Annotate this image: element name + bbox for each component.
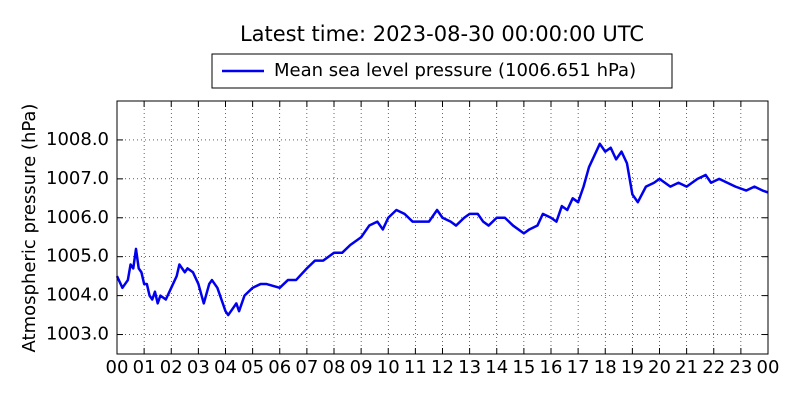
- x-tick-label: 11: [404, 357, 427, 378]
- y-axis-label: Atmospheric pressure (hPa): [19, 104, 40, 353]
- x-tick-label: 19: [621, 357, 644, 378]
- x-tick-label: 07: [295, 357, 318, 378]
- y-tick-label: 1004.0: [46, 285, 109, 306]
- x-tick-label: 04: [214, 357, 237, 378]
- x-tick-label: 20: [648, 357, 671, 378]
- x-tick-label: 09: [350, 357, 373, 378]
- legend-box: [211, 53, 673, 89]
- chart-title: Latest time: 2023-08-30 00:00:00 UTC: [240, 22, 644, 46]
- y-tick-label: 1003.0: [46, 324, 109, 345]
- x-tick-label: 05: [241, 357, 264, 378]
- x-tick-label: 16: [540, 357, 563, 378]
- y-tick-label: 1005.0: [46, 246, 109, 267]
- x-tick-label: 02: [160, 357, 183, 378]
- x-tick-label: 12: [431, 357, 454, 378]
- x-tick-label: 14: [485, 357, 508, 378]
- plot-frame: [116, 100, 769, 355]
- x-tick-label: 00: [757, 357, 780, 378]
- x-tick-label: 15: [512, 357, 535, 378]
- x-tick-label: 17: [567, 357, 590, 378]
- x-tick-label: 13: [458, 357, 481, 378]
- y-tick-label: 1007.0: [46, 168, 109, 189]
- x-tick-label: 23: [729, 357, 752, 378]
- x-tick-label: 06: [268, 357, 291, 378]
- x-tick-label: 01: [133, 357, 156, 378]
- x-tick-label: 03: [187, 357, 210, 378]
- x-tick-label: 08: [323, 357, 346, 378]
- data-line: [115, 142, 769, 317]
- y-tick-label: 1006.0: [46, 207, 109, 228]
- y-tick-label: 1008.0: [46, 129, 109, 150]
- x-tick-label: 21: [675, 357, 698, 378]
- x-tick-label: 18: [594, 357, 617, 378]
- x-tick-label: 00: [106, 357, 129, 378]
- x-tick-label: 10: [377, 357, 400, 378]
- legend-label: Mean sea level pressure (1006.651 hPa): [274, 60, 636, 81]
- x-tick-label: 22: [702, 357, 725, 378]
